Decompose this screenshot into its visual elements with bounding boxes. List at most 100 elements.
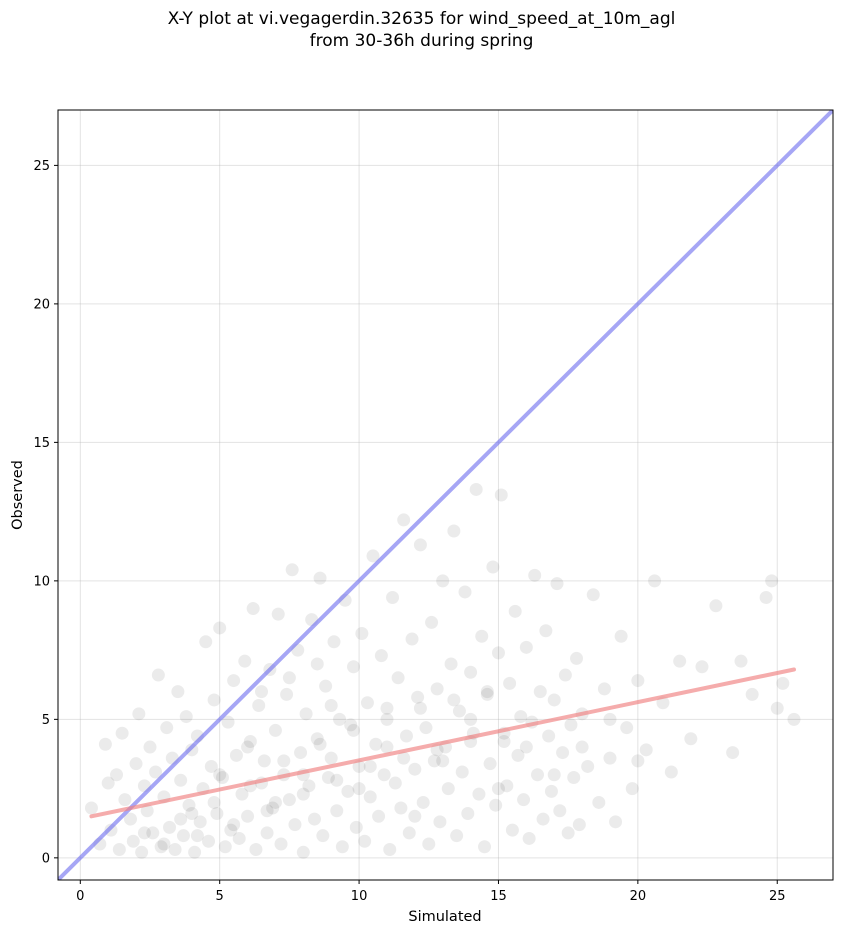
scatter-point [603, 751, 617, 765]
scatter-point [405, 632, 419, 646]
scatter-point [374, 649, 388, 663]
scatter-point [296, 845, 310, 859]
scatter-point [664, 765, 678, 779]
y-tick-label: 0 [42, 851, 50, 866]
scatter-point [335, 840, 349, 854]
scatter-point [349, 820, 363, 834]
scatter-point [411, 690, 425, 704]
scatter-point [157, 837, 171, 851]
scatter-point [241, 809, 255, 823]
scatter-point [101, 776, 115, 790]
y-tick-label: 20 [33, 297, 50, 312]
y-tick-label: 10 [33, 574, 50, 589]
x-axis: 0 5 10 15 20 25 [76, 880, 786, 904]
scatter-point [726, 746, 740, 760]
scatter-point [603, 712, 617, 726]
scatter-point [399, 729, 413, 743]
scatter-point [455, 765, 469, 779]
scatter-points [84, 482, 801, 859]
scatter-point [592, 795, 606, 809]
scatter-point [402, 826, 416, 840]
y-tick-label: 5 [42, 713, 50, 728]
scatter-point [558, 668, 572, 682]
scatter-point [310, 657, 324, 671]
scatter-point [316, 829, 330, 843]
scatter-point [313, 571, 327, 585]
scatter-point [227, 818, 241, 832]
scatter-point [480, 685, 494, 699]
scatter-point [280, 687, 294, 701]
scatter-point [575, 740, 589, 754]
scatter-point [313, 737, 327, 751]
scatter-point [268, 723, 282, 737]
scatter-point [544, 784, 558, 798]
scatter-point [188, 845, 202, 859]
scatter-point [581, 759, 595, 773]
scatter-point [277, 754, 291, 768]
scatter-point [475, 629, 489, 643]
one-to-one-line [58, 110, 833, 880]
scatter-point [547, 693, 561, 707]
y-tick-label: 15 [33, 436, 50, 451]
scatter-point [310, 732, 324, 746]
x-tick-label: 5 [216, 889, 224, 904]
scatter-point [224, 823, 238, 837]
scatter-point [271, 607, 285, 621]
scatter-point [307, 812, 321, 826]
scatter-point [765, 574, 779, 588]
scatter-point [185, 807, 199, 821]
scatter-point [143, 740, 157, 754]
scatter-point [215, 771, 229, 785]
scatter-point [564, 718, 578, 732]
scatter-point [497, 735, 511, 749]
scatter-point [135, 845, 149, 859]
scatter-point [176, 829, 190, 843]
scatter-point [397, 751, 411, 765]
scatter-point [282, 793, 296, 807]
scatter-point [530, 768, 544, 782]
scatter-point [115, 726, 129, 740]
scatter-point [416, 795, 430, 809]
x-axis-label: Simulated [408, 909, 481, 925]
x-tick-label: 0 [76, 889, 84, 904]
scatter-point [235, 787, 249, 801]
scatter-point [625, 782, 639, 796]
plot-frame [57, 109, 834, 881]
scatter-point [561, 826, 575, 840]
scatter-point [542, 729, 556, 743]
scatter-point [631, 674, 645, 688]
scatter-point [182, 798, 196, 812]
x-tick-label: 20 [630, 889, 647, 904]
scatter-point [556, 746, 570, 760]
scatter-point [319, 679, 333, 693]
scatter-point [218, 840, 232, 854]
scatter-point [123, 812, 137, 826]
scatter-point [260, 804, 274, 818]
scatter-point [648, 574, 662, 588]
scatter-point [352, 782, 366, 796]
scatter-point [330, 804, 344, 818]
fit-line [89, 667, 796, 819]
scatter-point [522, 831, 536, 845]
scatter-point [444, 657, 458, 671]
scatter-point [296, 787, 310, 801]
scatter-point [213, 621, 227, 635]
scatter-point [452, 704, 466, 718]
scatter-point [112, 843, 126, 857]
scatter-point [441, 782, 455, 796]
scatter-point [355, 626, 369, 640]
scatter-point [759, 590, 773, 604]
scatter-point [478, 840, 492, 854]
scatter-point [489, 798, 503, 812]
scatter-point [503, 676, 517, 690]
scatter-point [447, 524, 461, 538]
scatter-point [450, 829, 464, 843]
y-axis: 0 5 10 15 20 25 [33, 159, 58, 866]
scatter-point [734, 654, 748, 668]
scatter-point [299, 707, 313, 721]
scatter-point [464, 665, 478, 679]
scatter-point [238, 654, 252, 668]
scatter-point [98, 737, 112, 751]
scatter-point [419, 721, 433, 735]
scatter-point [519, 740, 533, 754]
